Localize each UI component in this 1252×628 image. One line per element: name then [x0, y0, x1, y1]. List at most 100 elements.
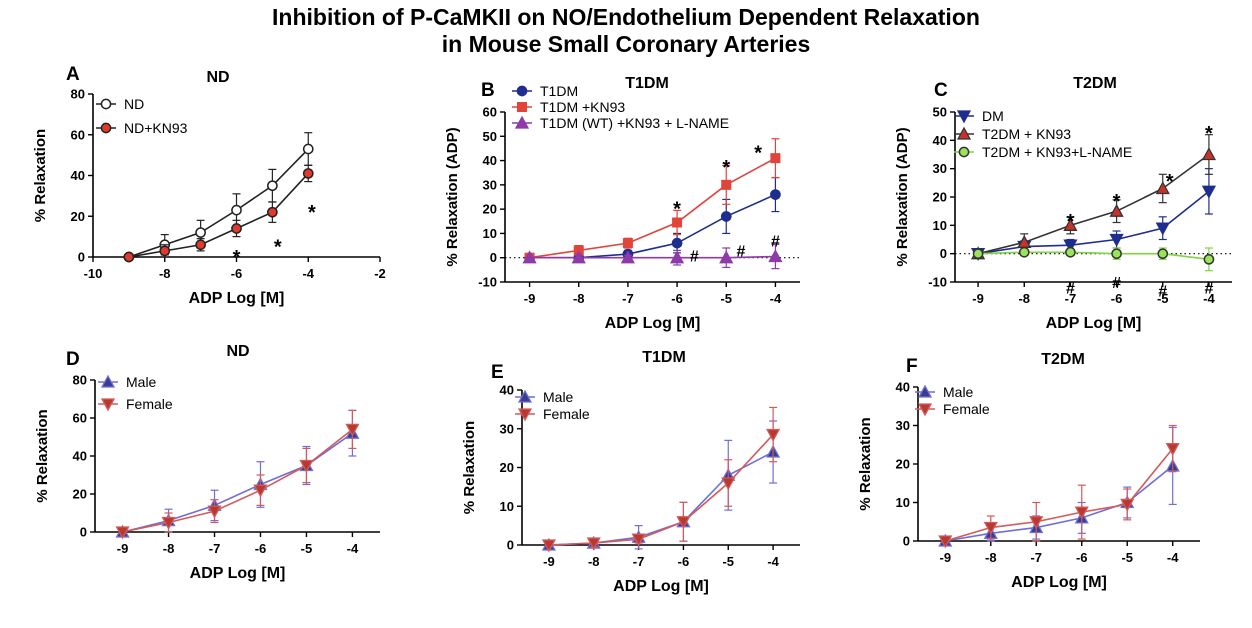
y-tick-label: 20: [73, 487, 87, 502]
x-tick-label: -6: [231, 266, 243, 281]
panel-label: B: [481, 80, 495, 101]
panel-label: D: [66, 349, 80, 370]
data-point: [1109, 233, 1124, 247]
x-tick-label: -5: [720, 291, 732, 306]
y-tick-label: 20: [483, 202, 497, 217]
significance-hash: #: [1066, 281, 1075, 298]
significance-hash: #: [771, 234, 780, 251]
data-point: [770, 189, 781, 200]
y-tick-label: 30: [933, 161, 947, 176]
x-tick-label: -8: [163, 541, 175, 556]
data-point: [1165, 442, 1180, 456]
x-axis-label: ADP Log [M]: [189, 290, 285, 307]
legend-marker: [956, 110, 972, 124]
data-point: [1111, 248, 1122, 260]
series-line: [945, 448, 1174, 542]
x-tick-label: -7: [622, 291, 634, 306]
y-tick-label: 40: [933, 133, 947, 148]
data-point: [1109, 203, 1124, 217]
data-point: [622, 238, 633, 249]
y-tick-label: 0: [490, 250, 497, 265]
x-tick-label: -4: [770, 291, 782, 306]
y-tick-label: 80: [73, 373, 87, 388]
series-line: [529, 157, 776, 259]
series-male: [115, 409, 360, 538]
panel-b: B T1DM -10 0 10 20 30 40 50 60 -9 -8 -7 -6 -5 -4 ADP Log…: [444, 75, 800, 332]
y-axis-label: % Relaxation: [32, 129, 49, 222]
y-tick-label: 10: [896, 495, 910, 510]
y-tick-label: 0: [903, 534, 910, 549]
data-point: [302, 168, 314, 179]
legend-marker: [517, 102, 527, 112]
x-tick-label: -7: [1030, 550, 1042, 565]
data-point: [302, 143, 314, 155]
significance-hash: #: [690, 248, 699, 265]
data-point: [720, 211, 732, 222]
x-tick-label: -8: [1018, 291, 1030, 306]
legend-marker: [100, 98, 112, 110]
data-point: [207, 505, 222, 519]
significance-hash: #: [1112, 275, 1121, 292]
series-line: [122, 428, 353, 533]
significance-star: *: [1205, 123, 1213, 145]
y-tick-label: 50: [933, 105, 947, 120]
x-tick-label: -2: [374, 266, 386, 281]
significance-star: *: [1113, 191, 1121, 213]
series-line: [122, 432, 353, 533]
legend-label: T1DM: [540, 83, 578, 99]
data-point: [253, 484, 268, 498]
legend-label: Male: [543, 389, 574, 405]
y-axis-label: % Relaxation (ADP): [444, 127, 461, 266]
data-point: [1203, 253, 1215, 265]
legend-label: ND: [124, 96, 144, 112]
x-tick-label: -6: [1076, 550, 1088, 565]
panel-title: ND: [206, 69, 229, 86]
y-axis-label: % Relaxation (ADP): [894, 127, 911, 266]
panel-title: T2DM: [1073, 75, 1117, 92]
significance-hash: #: [1204, 281, 1213, 298]
figure-title: Inhibition of P-CaMKII on NO/Endothelium…: [0, 4, 1252, 58]
y-tick-label: 40: [71, 168, 85, 183]
y-axis-label: % Relaxation: [857, 417, 874, 510]
series-line: [945, 465, 1174, 542]
data-point: [972, 248, 984, 260]
x-tick-label: -4: [1167, 550, 1179, 565]
legend-marker: [100, 122, 112, 134]
data-point: [671, 237, 683, 249]
x-tick-label: -6: [671, 291, 683, 306]
panel-title: T1DM: [625, 75, 669, 92]
x-tick-label: -4: [1203, 291, 1215, 306]
data-point: [586, 537, 601, 551]
series-line: [128, 172, 309, 258]
data-point: [299, 459, 314, 473]
y-axis-label: % Relaxation: [34, 409, 51, 502]
data-point: [719, 250, 734, 264]
data-point: [1063, 217, 1078, 231]
data-point: [770, 153, 781, 164]
series-line: [529, 255, 776, 259]
series-line: [128, 148, 309, 258]
y-tick-label: 0: [507, 538, 514, 553]
significance-star: *: [274, 237, 282, 259]
y-tick-label: 20: [933, 190, 947, 205]
significance-star: *: [1166, 171, 1174, 193]
data-point: [115, 526, 130, 540]
legend-label: T1DM +KN93: [540, 99, 625, 115]
data-point: [721, 477, 736, 491]
series-male: [938, 426, 1180, 547]
panel-title: T2DM: [1041, 351, 1085, 368]
panel-label: F: [906, 356, 918, 377]
panel-a: A ND 0 20 40 60 80 -10 -8 -6 -4 -2 ADP Log [M] % Rela…: [32, 64, 386, 307]
y-tick-label: 60: [73, 411, 87, 426]
data-point: [1201, 147, 1217, 161]
data-point: [1074, 506, 1089, 520]
x-tick-label: -4: [302, 266, 314, 281]
legend-label: Female: [126, 396, 173, 412]
panel-f: F T2DM 0 10 20 30 40 -9 -8 -7 -6 -5 -4 ADP Log [M] % R…: [857, 351, 1200, 591]
y-tick-label: 40: [896, 380, 910, 395]
y-tick-label: 30: [483, 177, 497, 192]
data-point: [267, 180, 278, 192]
x-tick-label: -8: [588, 554, 600, 569]
figure-title-line-1: Inhibition of P-CaMKII on NO/Endothelium…: [272, 4, 980, 30]
